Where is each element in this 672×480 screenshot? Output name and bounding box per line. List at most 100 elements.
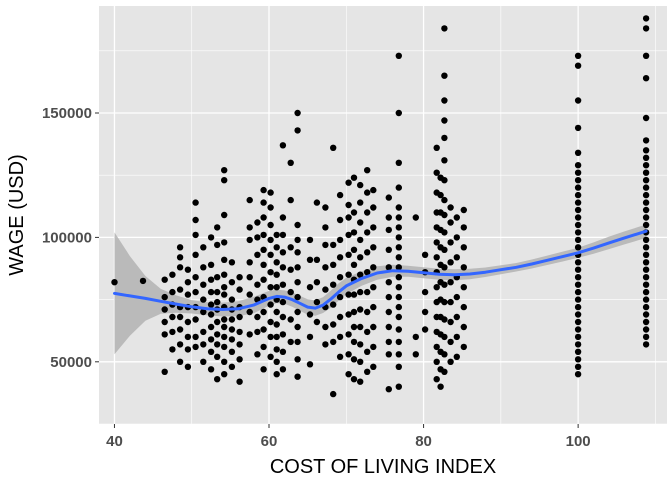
data-point	[385, 264, 392, 271]
data-point	[200, 308, 207, 316]
data-point	[642, 281, 650, 288]
data-point	[385, 293, 392, 301]
data-point	[287, 316, 294, 323]
data-point	[207, 261, 215, 268]
data-point	[574, 191, 582, 199]
data-point	[294, 373, 301, 380]
data-point	[370, 284, 377, 291]
data-point	[279, 331, 287, 338]
data-point	[642, 251, 650, 258]
data-point	[287, 266, 294, 273]
data-point	[460, 206, 467, 214]
data-point	[642, 326, 650, 333]
data-point	[433, 169, 440, 176]
data-point	[184, 279, 192, 286]
data-point	[254, 234, 261, 241]
data-point	[260, 326, 267, 333]
data-point	[350, 376, 358, 383]
data-point	[254, 313, 261, 321]
data-point	[441, 157, 448, 164]
data-point	[453, 333, 460, 341]
data-point	[350, 209, 358, 216]
data-point	[273, 321, 280, 328]
data-point	[441, 333, 448, 341]
data-point	[370, 343, 377, 351]
data-point	[294, 356, 301, 363]
data-point	[364, 189, 371, 196]
data-point	[357, 199, 364, 206]
data-point	[574, 162, 582, 169]
data-point	[330, 261, 337, 268]
data-point	[574, 184, 582, 191]
data-point	[642, 244, 650, 251]
data-point	[453, 214, 460, 221]
data-point	[441, 298, 448, 306]
data-point	[322, 264, 329, 271]
data-point	[357, 254, 364, 261]
data-point	[345, 331, 352, 338]
data-point	[279, 249, 287, 256]
data-point	[441, 25, 448, 32]
data-point	[385, 338, 392, 346]
data-point	[200, 264, 207, 271]
x-tick-label: 60	[261, 433, 278, 450]
data-point	[228, 326, 236, 333]
data-point	[395, 204, 402, 211]
data-point	[279, 264, 287, 271]
data-point	[350, 323, 358, 331]
data-point	[161, 293, 168, 301]
data-point	[267, 221, 274, 229]
data-point	[228, 296, 236, 303]
data-point	[433, 144, 440, 151]
data-point	[184, 333, 192, 341]
data-point	[336, 313, 344, 321]
data-point	[642, 221, 650, 229]
data-point	[574, 149, 582, 156]
data-point	[273, 358, 280, 365]
data-point	[176, 264, 184, 271]
data-point	[207, 336, 215, 343]
data-point	[279, 231, 287, 239]
data-point	[336, 216, 344, 224]
data-point	[642, 311, 650, 318]
x-axis-title: COST OF LIVING INDEX	[270, 456, 496, 478]
data-point	[246, 259, 253, 266]
data-point	[395, 293, 402, 301]
data-point	[221, 167, 228, 174]
data-point	[336, 254, 344, 261]
data-point	[214, 224, 221, 231]
data-point	[322, 341, 329, 348]
data-point	[184, 346, 192, 353]
data-point	[350, 338, 358, 346]
data-point	[330, 281, 337, 288]
data-point	[574, 206, 582, 214]
data-point	[441, 368, 448, 375]
data-point	[267, 269, 274, 276]
data-point	[433, 239, 440, 246]
data-point	[161, 331, 168, 338]
data-point	[184, 266, 192, 273]
data-point	[460, 284, 467, 291]
data-point	[364, 368, 371, 375]
smooth-trend-line	[113, 229, 648, 311]
data-point	[221, 323, 228, 331]
data-point	[370, 323, 377, 331]
data-point	[169, 271, 176, 278]
data-point	[279, 142, 287, 149]
data-point	[200, 328, 207, 336]
data-point	[433, 254, 440, 261]
data-point	[192, 251, 199, 258]
data-point	[192, 216, 199, 224]
data-point	[357, 181, 364, 189]
data-point	[574, 348, 582, 355]
data-point	[642, 25, 650, 32]
data-point	[574, 97, 582, 104]
data-point	[330, 338, 337, 346]
data-point	[306, 361, 314, 368]
data-point	[221, 358, 228, 365]
data-point	[642, 318, 650, 326]
data-point	[294, 109, 301, 117]
data-point	[192, 316, 199, 323]
data-point	[370, 224, 377, 231]
data-point	[460, 264, 467, 271]
